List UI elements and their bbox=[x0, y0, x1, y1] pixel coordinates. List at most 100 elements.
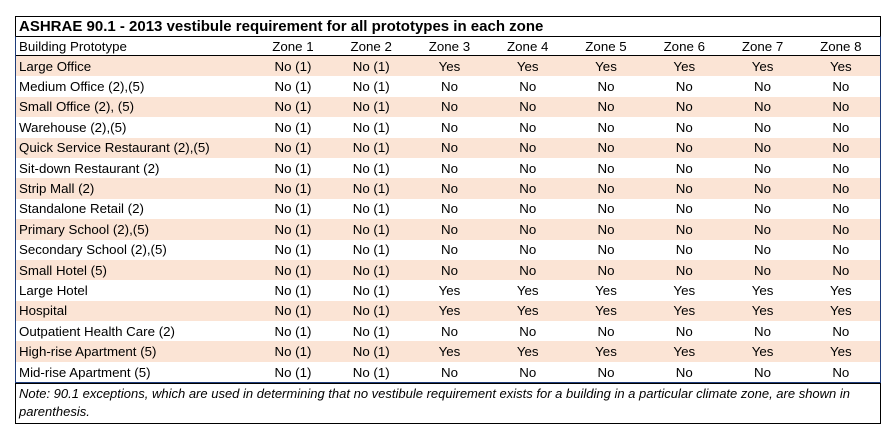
table-row: Primary School (2),(5) No (1) No (1) No No No… bbox=[16, 219, 880, 240]
vestibule-table: Building Prototype Zone 1 Zone 2 Zone 3 … bbox=[16, 37, 880, 382]
zone-value-cell: No (1) bbox=[253, 259, 333, 281]
zone-value-cell: No bbox=[440, 119, 458, 135]
table-note: Note: 90.1 exceptions, which are used in… bbox=[15, 383, 881, 425]
zone-value-cell: No (1) bbox=[332, 96, 411, 118]
zone-value-cell: No bbox=[566, 137, 646, 158]
zone-value-cell: Yes bbox=[645, 55, 724, 77]
column-header: Zone 5 bbox=[566, 37, 646, 56]
table-row: Large Hotel No (1) No (1) Yes Yes Yes Yes Yes Ye… bbox=[16, 280, 880, 300]
zone-value-cell: No (1) bbox=[352, 364, 390, 380]
zone-value-cell: No (1) bbox=[332, 259, 411, 281]
building-prototype-cell: Standalone Retail (2) bbox=[19, 201, 144, 217]
zone-value-cell: No bbox=[566, 219, 646, 240]
zone-value-cell: No bbox=[754, 160, 772, 176]
zone-value-cell: Yes bbox=[488, 55, 567, 77]
zone-value-cell: No bbox=[519, 201, 537, 217]
building-prototype-cell: High-rise Apartment (5) bbox=[16, 341, 254, 362]
zone-value-cell: Yes bbox=[723, 55, 802, 77]
zone-value-cell: No bbox=[597, 79, 615, 95]
zone-value-cell: No bbox=[754, 201, 772, 217]
zone-value-cell: Yes bbox=[438, 282, 461, 298]
zone-value-cell: No bbox=[832, 119, 850, 135]
building-prototype-cell: Strip Mall (2) bbox=[16, 178, 254, 199]
zone-value-cell: No bbox=[723, 178, 802, 199]
building-prototype-cell: Small Office (2), (5) bbox=[16, 96, 254, 118]
zone-value-cell: Yes bbox=[595, 282, 617, 298]
zone-value-cell: No bbox=[519, 323, 537, 339]
zone-value-cell: No (1) bbox=[274, 79, 312, 95]
zone-value-cell: Yes bbox=[566, 341, 646, 362]
zone-value-cell: No (1) bbox=[352, 160, 390, 176]
table-row: Mid-rise Apartment (5) No (1) No (1) No No No… bbox=[16, 362, 880, 382]
zone-value-cell: No (1) bbox=[332, 219, 411, 240]
building-prototype-cell: Secondary School (2),(5) bbox=[19, 242, 167, 258]
zone-value-cell: No bbox=[566, 259, 646, 281]
zone-value-cell: No bbox=[675, 323, 693, 339]
table-row: Small Office (2), (5) No (1) No (1) No No No N… bbox=[16, 96, 880, 118]
zone-value-cell: No (1) bbox=[352, 201, 390, 217]
zone-value-cell: Yes bbox=[645, 341, 724, 362]
zone-value-cell: No bbox=[410, 178, 489, 199]
zone-value-cell: No bbox=[754, 242, 772, 258]
column-header: Zone 2 bbox=[332, 37, 411, 56]
zone-value-cell: No (1) bbox=[352, 79, 390, 95]
table-row: Secondary School (2),(5) No (1) No (1) No No… bbox=[16, 240, 880, 260]
zone-value-cell: No bbox=[723, 96, 802, 118]
zone-value-cell: No bbox=[597, 201, 615, 217]
table-body: Large Office No (1) No (1) Yes Yes Yes Yes Yes Y… bbox=[16, 55, 880, 383]
vestibule-table-panel: ASHRAE 90.1 - 2013 vestibule requirement… bbox=[15, 16, 881, 425]
building-prototype-cell: Large Office bbox=[16, 55, 254, 77]
zone-value-cell: No bbox=[597, 119, 615, 135]
column-header: Zone 6 bbox=[645, 37, 724, 56]
zone-value-cell: No bbox=[440, 79, 458, 95]
zone-value-cell: No bbox=[488, 96, 567, 118]
zone-value-cell: No bbox=[645, 137, 724, 158]
building-prototype-cell: Outpatient Health Care (2) bbox=[19, 323, 175, 339]
column-header: Zone 4 bbox=[488, 37, 567, 56]
zone-value-cell: No bbox=[519, 119, 537, 135]
zone-value-cell: No bbox=[801, 137, 880, 158]
zone-value-cell: No bbox=[519, 160, 537, 176]
zone-value-cell: No bbox=[645, 96, 724, 118]
column-header: Zone 3 bbox=[410, 37, 489, 56]
zone-value-cell: No bbox=[754, 119, 772, 135]
zone-value-cell: No bbox=[675, 160, 693, 176]
zone-value-cell: No bbox=[645, 178, 724, 199]
table-header-row: Building Prototype Zone 1 Zone 2 Zone 3 … bbox=[16, 37, 880, 56]
table-row: High-rise Apartment (5) No (1) No (1) Yes Ye… bbox=[16, 341, 880, 362]
zone-value-cell: Yes bbox=[516, 282, 539, 298]
zone-value-cell: No (1) bbox=[274, 201, 312, 217]
zone-value-cell: No (1) bbox=[274, 119, 312, 135]
zone-value-cell: No (1) bbox=[352, 242, 390, 258]
zone-value-cell: Yes bbox=[673, 282, 696, 298]
zone-value-cell: No bbox=[488, 137, 567, 158]
zone-value-cell: No bbox=[597, 323, 615, 339]
zone-value-cell: No bbox=[566, 96, 646, 118]
zone-value-cell: No bbox=[440, 323, 458, 339]
zone-value-cell: No bbox=[801, 96, 880, 118]
zone-value-cell: No bbox=[440, 160, 458, 176]
zone-value-cell: No bbox=[754, 79, 772, 95]
table-title: ASHRAE 90.1 - 2013 vestibule requirement… bbox=[15, 16, 881, 36]
zone-value-cell: Yes bbox=[829, 282, 852, 298]
zone-value-cell: No bbox=[832, 242, 850, 258]
zone-value-cell: No (1) bbox=[332, 300, 411, 322]
zone-value-cell: No (1) bbox=[332, 178, 411, 199]
table-row: Quick Service Restaurant (2),(5) No (1) No… bbox=[16, 137, 880, 158]
zone-value-cell: No bbox=[675, 79, 693, 95]
zone-value-cell: Yes bbox=[723, 300, 802, 322]
zone-value-cell: No bbox=[488, 259, 567, 281]
building-prototype-cell: Large Hotel bbox=[19, 282, 88, 298]
zone-value-cell: No (1) bbox=[253, 219, 333, 240]
zone-value-cell: Yes bbox=[645, 300, 724, 322]
zone-value-cell: No (1) bbox=[253, 96, 333, 118]
table-row: Strip Mall (2) No (1) No (1) No No No No No No bbox=[16, 178, 880, 199]
zone-value-cell: No bbox=[519, 364, 537, 380]
column-header: Building Prototype bbox=[16, 37, 254, 56]
zone-value-cell: Yes bbox=[410, 300, 489, 322]
zone-value-cell: No bbox=[754, 364, 772, 380]
zone-value-cell: No bbox=[410, 137, 489, 158]
zone-value-cell: No bbox=[440, 201, 458, 217]
building-prototype-cell: Quick Service Restaurant (2),(5) bbox=[16, 137, 254, 158]
zone-value-cell: No bbox=[723, 219, 802, 240]
